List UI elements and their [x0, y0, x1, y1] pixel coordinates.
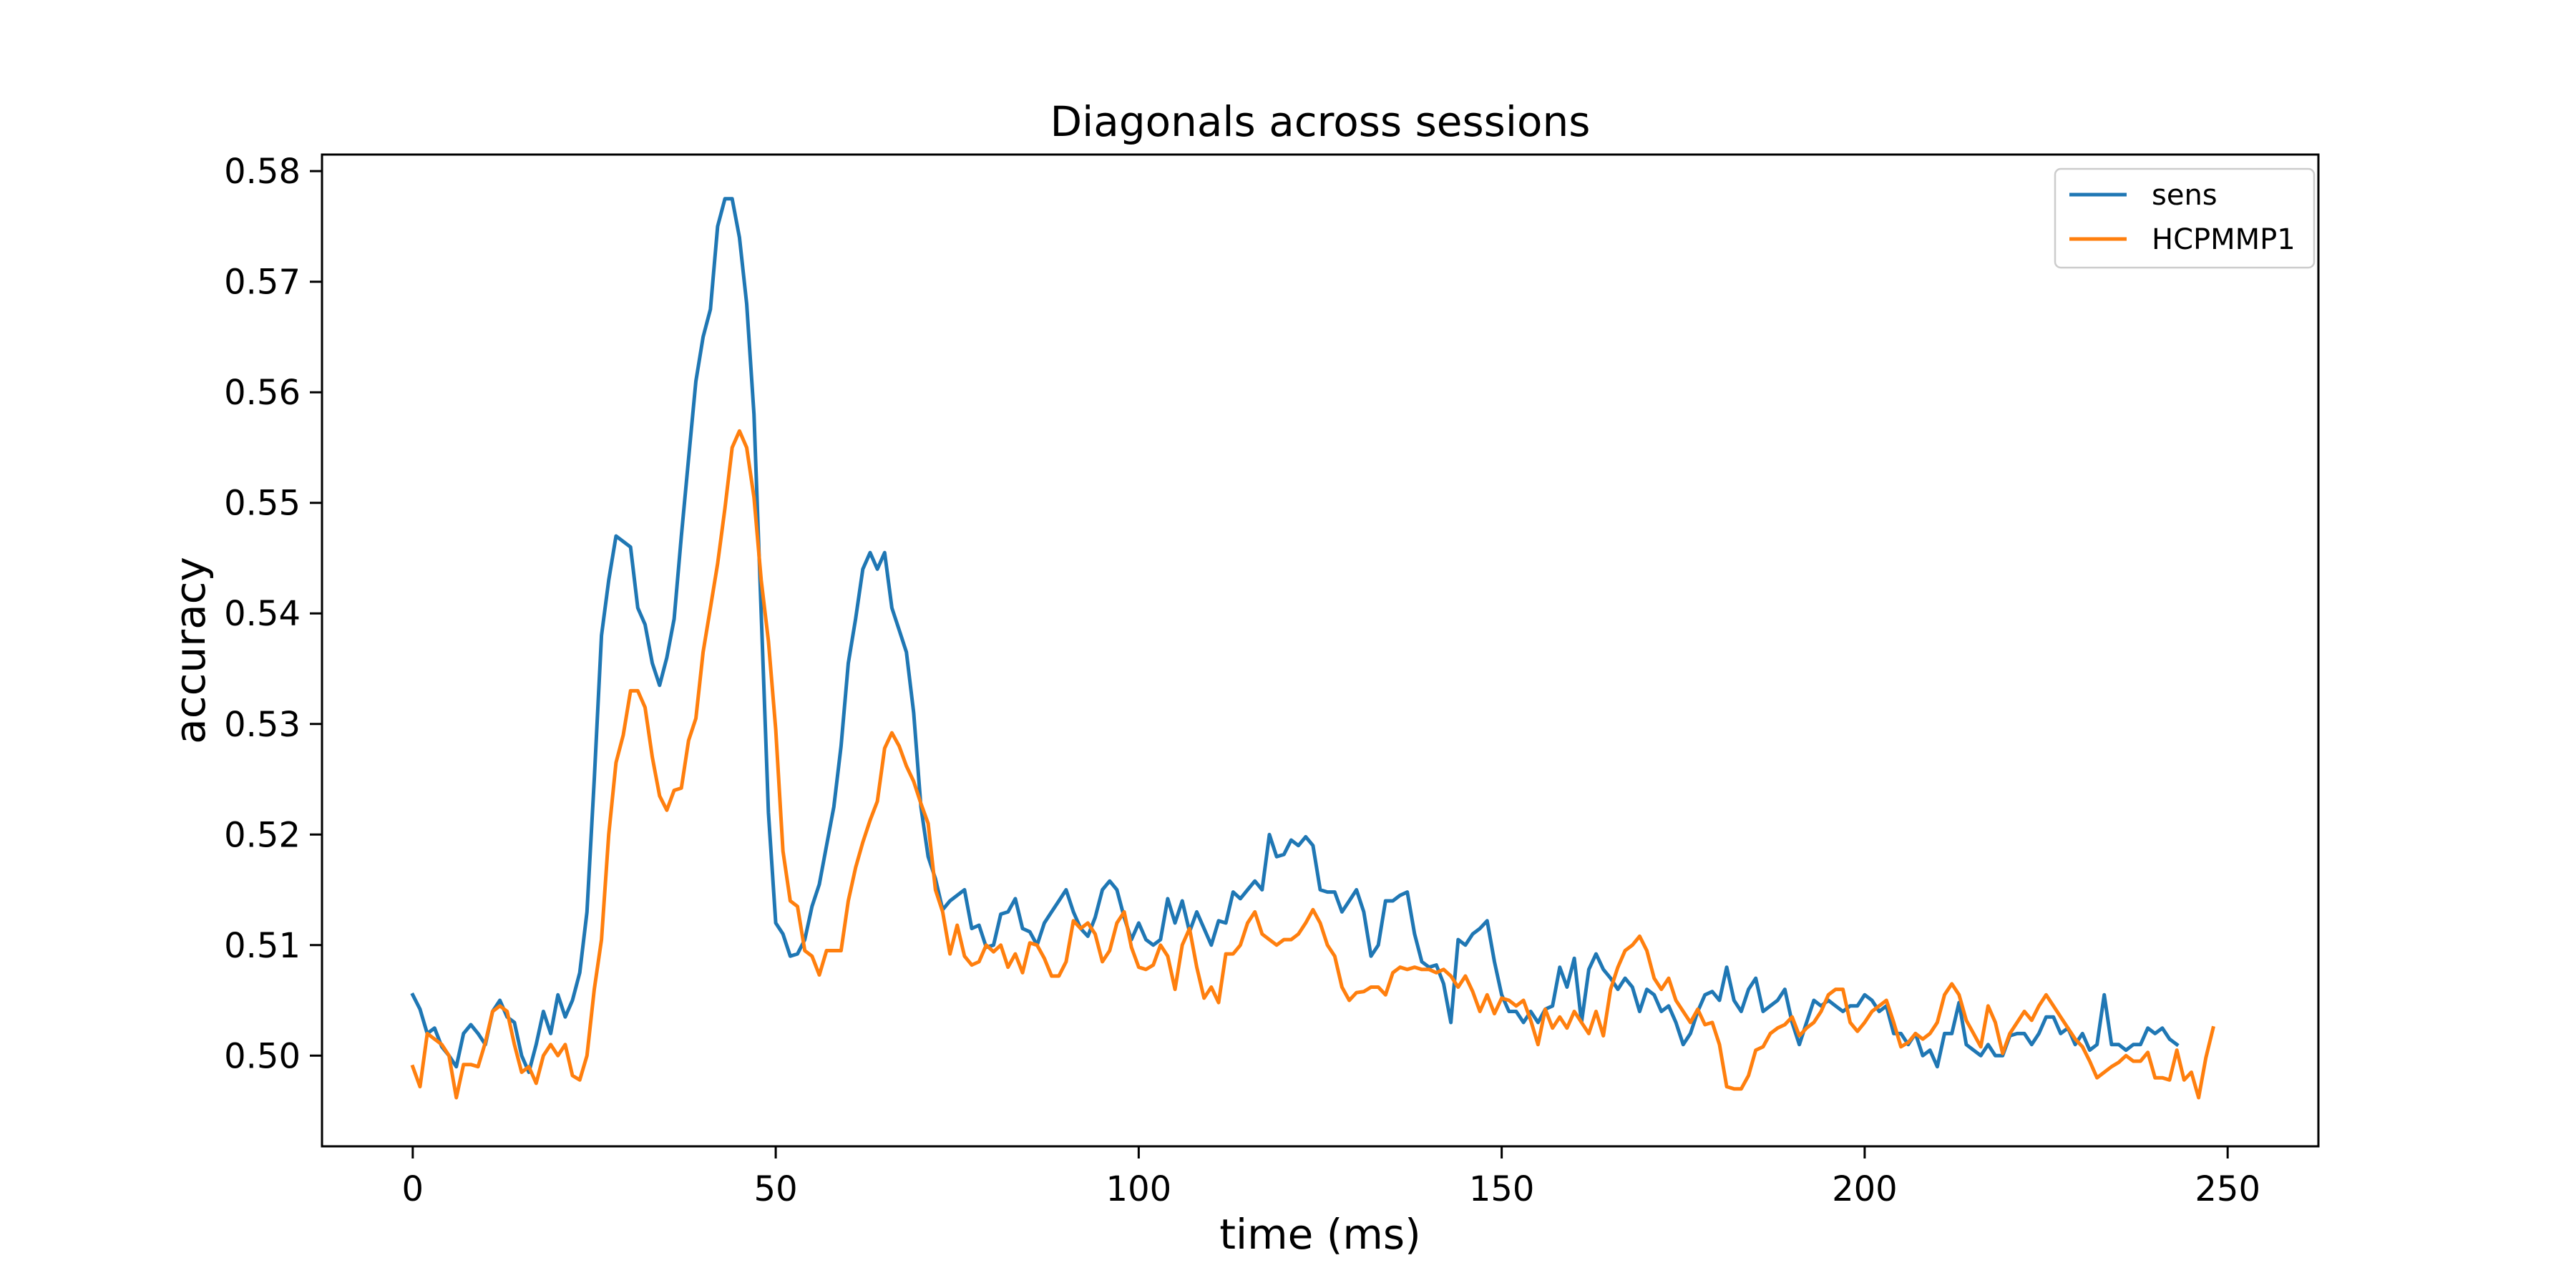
y-tick-label: 0.53	[224, 705, 301, 745]
series-line-hcpmmp1	[410, 429, 2215, 1100]
y-tick-label: 0.58	[224, 152, 301, 192]
y-axis-title: accuracy	[166, 557, 215, 744]
series-layer	[410, 197, 2215, 1100]
x-axis-title: time (ms)	[1219, 1210, 1420, 1259]
y-tick-label: 0.56	[224, 373, 301, 413]
y-tick-label: 0.50	[224, 1036, 301, 1076]
legend-label-hcpmmp1: HCPMMP1	[2152, 223, 2296, 256]
plot-frame	[321, 153, 2320, 1148]
x-axis: 0 50 100 150 200 250	[402, 1146, 2260, 1209]
series-line-sens	[410, 197, 2180, 1074]
x-tick-label: 100	[1106, 1169, 1172, 1209]
x-tick-label: 50	[754, 1169, 798, 1209]
y-tick-label: 0.52	[224, 815, 301, 855]
legend: sens HCPMMP1	[2054, 167, 2316, 269]
y-tick-label: 0.57	[224, 263, 301, 303]
x-tick-label: 200	[1832, 1169, 1898, 1209]
y-tick-label: 0.55	[224, 484, 301, 524]
chart-title: Diagonals across sessions	[1050, 97, 1591, 146]
x-tick-label: 0	[402, 1169, 424, 1209]
y-tick-label: 0.51	[224, 926, 301, 966]
x-tick-label: 250	[2195, 1169, 2260, 1209]
legend-label-sens: sens	[2152, 179, 2218, 212]
y-tick-label: 0.54	[224, 594, 301, 634]
x-tick-label: 150	[1469, 1169, 1535, 1209]
y-axis: 0.50 0.51 0.52 0.53 0.54 0.55 0.56 0.57 0.58	[224, 152, 322, 1076]
